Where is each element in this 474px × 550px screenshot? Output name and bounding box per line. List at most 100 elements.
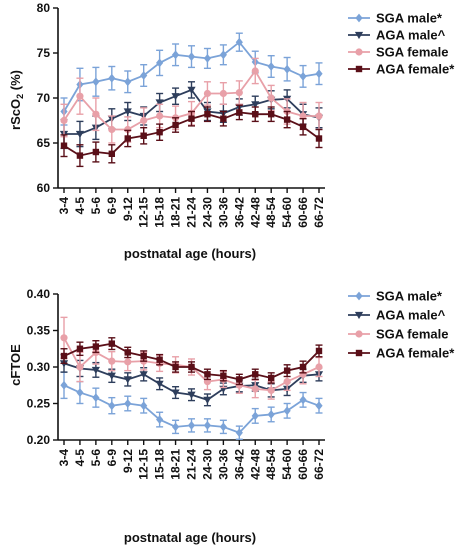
data-point bbox=[267, 386, 275, 394]
legend-marker bbox=[355, 349, 363, 357]
data-point bbox=[267, 94, 275, 102]
legend-label: AGA female* bbox=[376, 346, 455, 361]
y-tick-label: 65 bbox=[37, 136, 51, 150]
x-tick-label: 3-4 bbox=[57, 449, 71, 467]
x-tick-label: 42-48 bbox=[248, 449, 262, 480]
x-tick-label: 21-24 bbox=[185, 197, 199, 228]
legend-label: AGA female* bbox=[376, 62, 455, 77]
y-axis-title-unit: (%) bbox=[8, 70, 23, 94]
data-point bbox=[140, 71, 148, 80]
data-point bbox=[283, 406, 291, 416]
data-point bbox=[203, 89, 212, 98]
x-tick-label: 5-6 bbox=[89, 197, 103, 215]
data-point bbox=[156, 129, 163, 136]
data-point bbox=[107, 372, 116, 380]
data-point bbox=[188, 115, 195, 122]
data-point bbox=[124, 125, 132, 134]
x-tick-label: 18-21 bbox=[169, 197, 183, 228]
data-point bbox=[220, 115, 227, 122]
legend: SGA male* AGA male^ SGA female AGA female* bbox=[348, 289, 455, 361]
chart-panel-rsco2: rScO2 (%) postnatal age (hours) 60 65 70 75… bbox=[8, 1, 455, 261]
data-point bbox=[315, 347, 323, 355]
x-tick-label: 6-9 bbox=[105, 197, 119, 215]
data-point bbox=[236, 109, 243, 116]
y-tick-label: 70 bbox=[37, 91, 51, 105]
data-point bbox=[60, 116, 68, 125]
data-point bbox=[219, 89, 227, 98]
x-tick-label: 9-12 bbox=[121, 197, 135, 221]
x-tick-label: 24-30 bbox=[200, 449, 214, 480]
data-point bbox=[124, 77, 132, 87]
series-aga-female bbox=[60, 104, 323, 168]
data-point bbox=[140, 352, 147, 360]
x-tick-label: 30-36 bbox=[216, 449, 230, 480]
data-point bbox=[315, 112, 323, 120]
y-tick-label: 0.20 bbox=[27, 433, 51, 447]
legend-label: SGA male* bbox=[376, 11, 443, 26]
data-point bbox=[140, 401, 148, 411]
data-point bbox=[92, 77, 100, 87]
x-tick-label: 30-36 bbox=[216, 197, 230, 228]
data-point bbox=[187, 391, 196, 399]
data-point bbox=[252, 371, 259, 378]
x-tick-label: 4-5 bbox=[73, 449, 87, 467]
data-point bbox=[267, 374, 275, 382]
data-point bbox=[187, 52, 196, 61]
legend-marker bbox=[354, 311, 364, 320]
data-point bbox=[251, 101, 260, 109]
data-point bbox=[235, 428, 243, 438]
x-tick-label: 36-42 bbox=[232, 449, 246, 480]
data-point bbox=[299, 112, 307, 120]
data-point bbox=[76, 152, 84, 159]
data-point bbox=[299, 395, 307, 405]
data-point bbox=[92, 110, 100, 118]
data-point bbox=[108, 401, 116, 411]
y-axis-title-subscript: 2 bbox=[15, 94, 25, 99]
data-point bbox=[171, 422, 180, 432]
x-tick-label: 12-15 bbox=[137, 449, 151, 480]
data-point bbox=[76, 92, 84, 100]
data-point bbox=[124, 135, 131, 142]
y-tick-label: 60 bbox=[37, 181, 51, 195]
data-point bbox=[124, 349, 131, 356]
data-point bbox=[75, 130, 85, 139]
y-tick-label: 0.40 bbox=[27, 287, 51, 301]
data-point bbox=[251, 67, 259, 75]
legend-label: SGA male* bbox=[376, 289, 443, 304]
x-tick-label: 48-54 bbox=[264, 197, 278, 228]
data-point bbox=[124, 399, 132, 408]
data-point bbox=[171, 50, 180, 60]
data-point bbox=[60, 380, 68, 390]
x-tick-label: 24-30 bbox=[200, 197, 214, 228]
chart-panel-cftoe: cFTOE postnatal age (hours) 0.20 0.25 0.30… bbox=[8, 287, 455, 545]
data-point bbox=[251, 385, 259, 393]
data-point bbox=[251, 411, 259, 421]
legend-label: AGA male^ bbox=[376, 28, 446, 43]
data-point bbox=[171, 93, 180, 101]
y-tick-label: 0.35 bbox=[27, 324, 51, 338]
data-point bbox=[187, 421, 196, 430]
legend-label: SGA female bbox=[376, 327, 449, 342]
data-point bbox=[283, 116, 291, 123]
data-point bbox=[204, 371, 211, 378]
data-point bbox=[123, 376, 132, 384]
data-point bbox=[204, 111, 211, 118]
data-point bbox=[60, 142, 68, 149]
x-tick-label: 66-72 bbox=[312, 197, 326, 228]
data-point bbox=[267, 410, 275, 419]
x-tick-label: 3-4 bbox=[57, 197, 71, 215]
x-tick-label: 36-42 bbox=[232, 197, 246, 228]
legend-label: AGA male^ bbox=[376, 308, 446, 323]
data-point bbox=[315, 69, 323, 79]
y-tick-label: 75 bbox=[37, 46, 51, 60]
x-tick-label: 42-48 bbox=[248, 197, 262, 228]
data-point bbox=[123, 108, 132, 116]
data-point bbox=[235, 381, 243, 389]
data-point bbox=[76, 388, 84, 397]
data-point bbox=[203, 421, 212, 430]
data-point bbox=[283, 378, 291, 386]
x-tick-label: 54-60 bbox=[280, 197, 294, 228]
data-point bbox=[315, 135, 323, 142]
